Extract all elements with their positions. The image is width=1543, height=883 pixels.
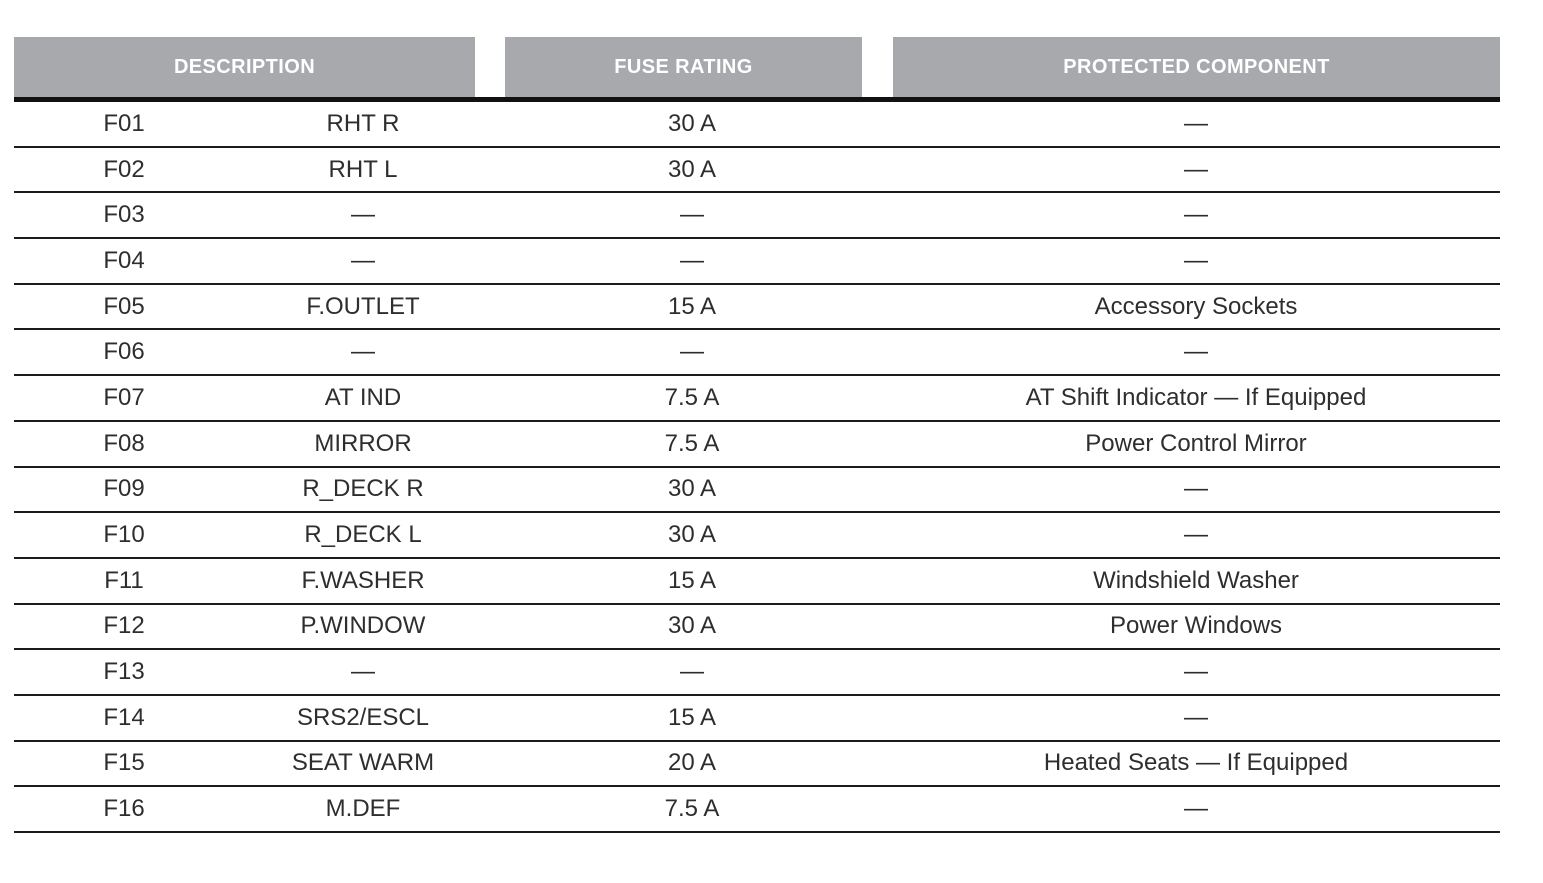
fuse-name-cell: SRS2/ESCL bbox=[296, 703, 430, 731]
fuse-rating-cell: — bbox=[680, 201, 704, 229]
fuse-rating-cell: 7.5 A bbox=[664, 795, 720, 823]
fuse-name-cell: — bbox=[351, 338, 375, 366]
fuse-rating-cell: 7.5 A bbox=[664, 383, 720, 411]
fuse-id-cell: F08 bbox=[103, 429, 145, 457]
table-row: F15 SEAT WARM 20 A Heated Seats — If Equ… bbox=[14, 742, 1500, 788]
header-description: DESCRIPTION bbox=[14, 37, 475, 97]
fuse-id-cell: F05 bbox=[103, 292, 145, 320]
table-row: F10 R_DECK L 30 A — bbox=[14, 513, 1500, 559]
table-row: F14 SRS2/ESCL 15 A — bbox=[14, 696, 1500, 742]
fuse-id-cell: F09 bbox=[103, 475, 145, 503]
table-row: F07 AT IND 7.5 A AT Shift Indicator — If… bbox=[14, 376, 1500, 422]
fuse-name-cell: MIRROR bbox=[314, 429, 412, 457]
fuse-rating-cell: 15 A bbox=[667, 703, 717, 731]
protected-component-cell: Power Control Mirror bbox=[1085, 429, 1307, 457]
fuse-id-cell: F03 bbox=[103, 201, 145, 229]
protected-component-cell: — bbox=[1184, 795, 1208, 823]
table-row: F02 RHT L 30 A — bbox=[14, 148, 1500, 194]
fuse-id-cell: F15 bbox=[103, 749, 145, 777]
fuse-rating-cell: — bbox=[680, 338, 704, 366]
protected-component-cell: — bbox=[1184, 155, 1208, 183]
fuse-id-cell: F16 bbox=[103, 795, 145, 823]
protected-component-cell: — bbox=[1184, 109, 1208, 137]
fuse-id-cell: F11 bbox=[104, 566, 144, 594]
header-divider-rule bbox=[14, 97, 1500, 102]
table-row: F05 F.OUTLET 15 A Accessory Sockets bbox=[14, 285, 1500, 331]
table-row: F13 — — — bbox=[14, 650, 1500, 696]
table-row: F04 — — — bbox=[14, 239, 1500, 285]
fuse-rating-cell: 15 A bbox=[667, 566, 717, 594]
table-row: F16 M.DEF 7.5 A — bbox=[14, 787, 1500, 833]
fuse-id-cell: F01 bbox=[103, 109, 145, 137]
fuse-rating-cell: 7.5 A bbox=[664, 429, 720, 457]
protected-component-cell: — bbox=[1184, 658, 1208, 686]
fuse-id-cell: F06 bbox=[103, 338, 145, 366]
table-row: F06 — — — bbox=[14, 330, 1500, 377]
fuse-rating-cell: 30 A bbox=[667, 521, 717, 549]
table-row: F09 R_DECK R 30 A — bbox=[14, 468, 1500, 514]
fuse-name-cell: — bbox=[351, 201, 375, 229]
fuse-id-cell: F04 bbox=[103, 246, 145, 274]
table-row: F03 — — — bbox=[14, 193, 1500, 240]
fuse-name-cell: R_DECK R bbox=[302, 475, 424, 503]
fuse-id-cell: F02 bbox=[103, 155, 145, 183]
protected-component-cell: — bbox=[1184, 703, 1208, 731]
fuse-rating-cell: 20 A bbox=[667, 749, 717, 777]
fuse-name-cell: RHT L bbox=[328, 155, 398, 183]
protected-component-cell: — bbox=[1184, 475, 1208, 503]
protected-component-cell: Heated Seats — If Equipped bbox=[1043, 749, 1349, 777]
table-row: F11 F.WASHER 15 A Windshield Washer bbox=[14, 559, 1500, 605]
fuse-name-cell: P.WINDOW bbox=[300, 612, 426, 640]
protected-component-cell: Accessory Sockets bbox=[1094, 292, 1298, 320]
protected-component-cell: AT Shift Indicator — If Equipped bbox=[1025, 383, 1367, 411]
fuse-rating-cell: 30 A bbox=[667, 109, 717, 137]
protected-component-cell: — bbox=[1184, 201, 1208, 229]
fuse-name-cell: SEAT WARM bbox=[291, 749, 435, 777]
fuse-id-cell: F10 bbox=[103, 521, 145, 549]
fuse-name-cell: M.DEF bbox=[325, 795, 401, 823]
fuse-id-cell: F13 bbox=[103, 658, 145, 686]
protected-component-cell: Power Windows bbox=[1109, 612, 1283, 640]
fuse-table-header: DESCRIPTION FUSE RATING PROTECTED COMPON… bbox=[14, 37, 1500, 97]
fuse-name-cell: F.WASHER bbox=[301, 566, 425, 594]
fuse-name-cell: F.OUTLET bbox=[306, 292, 420, 320]
protected-component-cell: — bbox=[1184, 338, 1208, 366]
fuse-name-cell: R_DECK L bbox=[304, 521, 422, 549]
fuse-rating-cell: 30 A bbox=[667, 612, 717, 640]
header-protected-component: PROTECTED COMPONENT bbox=[893, 37, 1500, 97]
fuse-name-cell: — bbox=[351, 246, 375, 274]
protected-component-cell: Windshield Washer bbox=[1093, 566, 1299, 594]
fuse-name-cell: RHT R bbox=[326, 109, 400, 137]
protected-component-cell: — bbox=[1184, 521, 1208, 549]
fuse-id-cell: F12 bbox=[103, 612, 145, 640]
fuse-rating-cell: 30 A bbox=[667, 475, 717, 503]
fuse-id-cell: F07 bbox=[103, 383, 145, 411]
fuse-id-cell: F14 bbox=[103, 703, 145, 731]
fuse-rating-cell: 30 A bbox=[667, 155, 717, 183]
fuse-rating-cell: 15 A bbox=[667, 292, 717, 320]
table-row: F01 RHT R 30 A — bbox=[14, 102, 1500, 148]
header-fuse-rating: FUSE RATING bbox=[505, 37, 862, 97]
table-row: F12 P.WINDOW 30 A Power Windows bbox=[14, 605, 1500, 651]
table-row: F08 MIRROR 7.5 A Power Control Mirror bbox=[14, 422, 1500, 468]
fuse-name-cell: AT IND bbox=[324, 383, 402, 411]
fuse-rating-cell: — bbox=[680, 246, 704, 274]
fuse-table: DESCRIPTION FUSE RATING PROTECTED COMPON… bbox=[14, 37, 1500, 833]
protected-component-cell: — bbox=[1184, 246, 1208, 274]
fuse-rating-cell: — bbox=[680, 658, 704, 686]
fuse-name-cell: — bbox=[351, 658, 375, 686]
fuse-table-body: F01 RHT R 30 A — F02 RHT L 30 A — F03 — … bbox=[14, 102, 1500, 833]
